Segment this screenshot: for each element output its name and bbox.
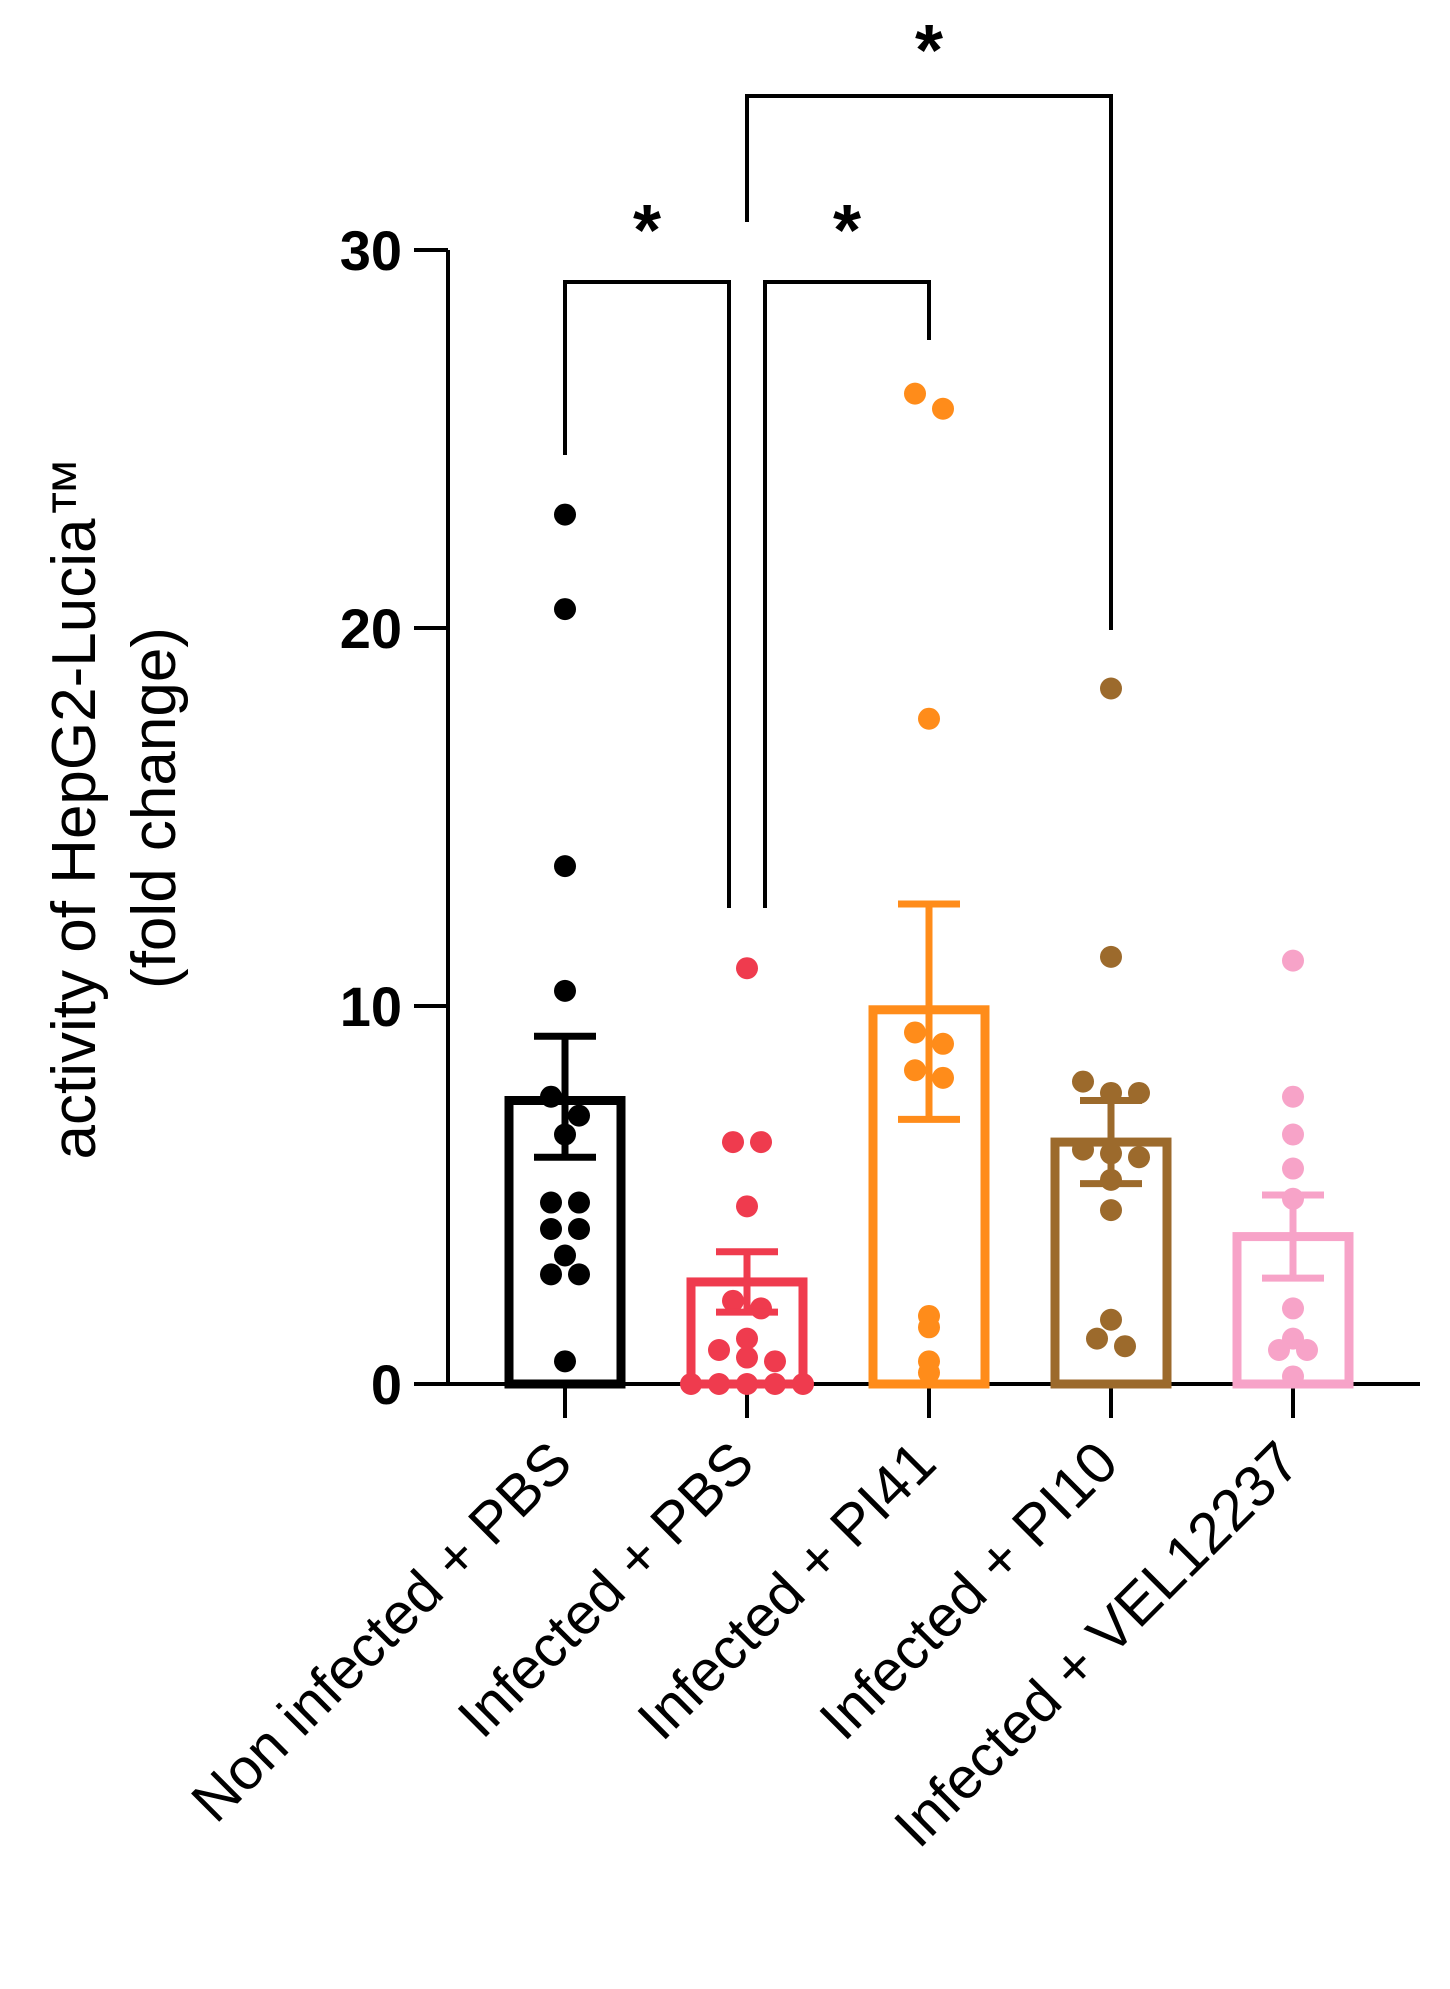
data-point [540, 1085, 562, 1108]
y-tick-label: 20 [340, 597, 402, 660]
data-point [932, 1066, 954, 1089]
data-points [540, 382, 1318, 1395]
data-point [736, 1373, 758, 1395]
data-point [736, 957, 758, 980]
data-point [932, 1032, 954, 1055]
data-point [568, 1104, 590, 1127]
data-point [736, 1327, 758, 1350]
data-point [722, 1289, 744, 1312]
data-point [918, 1361, 940, 1384]
data-point [750, 1131, 772, 1154]
data-point [554, 979, 576, 1002]
data-point [736, 1195, 758, 1218]
data-point [722, 1131, 744, 1154]
data-point [554, 1350, 576, 1373]
y-axis-title: activity of HepG2-Lucia™ (fold change) [40, 457, 189, 1160]
data-point [1282, 1157, 1304, 1180]
y-axis-title-line-1: activity of HepG2-Lucia™ [40, 457, 109, 1160]
data-point [904, 382, 926, 405]
significance-star: * [833, 191, 861, 271]
data-point [792, 1373, 814, 1395]
data-point [932, 397, 954, 420]
data-point [750, 1297, 772, 1320]
y-tick-label: 10 [340, 975, 402, 1038]
data-point [568, 1191, 590, 1214]
data-point [540, 1218, 562, 1241]
data-point [554, 503, 576, 526]
significance-bracket [563, 280, 731, 908]
data-point [1100, 1199, 1122, 1222]
data-point [1282, 1085, 1304, 1108]
data-point [680, 1373, 702, 1395]
data-point [904, 1059, 926, 1082]
significance-star: * [633, 191, 661, 271]
significance-bracket [745, 94, 1113, 630]
y-tick-label: 0 [371, 1353, 402, 1416]
data-point [1282, 1297, 1304, 1320]
data-point [554, 598, 576, 621]
data-point [1128, 1146, 1150, 1169]
data-point [1268, 1338, 1290, 1361]
data-point [708, 1338, 730, 1361]
data-point [918, 707, 940, 730]
data-point [764, 1373, 786, 1395]
data-point [554, 855, 576, 878]
significance-star: * [915, 11, 943, 91]
data-point [1100, 1308, 1122, 1331]
data-point [1072, 1138, 1094, 1161]
data-point [568, 1263, 590, 1286]
data-point [1114, 1335, 1136, 1358]
data-point [1296, 1338, 1318, 1361]
data-point [736, 1346, 758, 1369]
data-point [540, 1191, 562, 1214]
data-point [918, 1316, 940, 1339]
significance-bracket [763, 280, 931, 908]
data-point [540, 1263, 562, 1286]
data-point [1282, 949, 1304, 972]
data-point [708, 1373, 730, 1395]
y-tick-label: 30 [340, 219, 402, 282]
data-point [554, 1244, 576, 1267]
data-point [904, 1021, 926, 1044]
data-point [764, 1350, 786, 1373]
y-axis-title-line-2: (fold change) [120, 627, 189, 989]
error-bars [534, 900, 1324, 1316]
data-point [1282, 1123, 1304, 1146]
data-point [1086, 1327, 1108, 1350]
data-point [1072, 1070, 1094, 1093]
data-point [1100, 945, 1122, 968]
data-point [1100, 677, 1122, 700]
data-point [568, 1218, 590, 1241]
significance-brackets: * * * [563, 11, 1113, 908]
data-point [1282, 1365, 1304, 1388]
